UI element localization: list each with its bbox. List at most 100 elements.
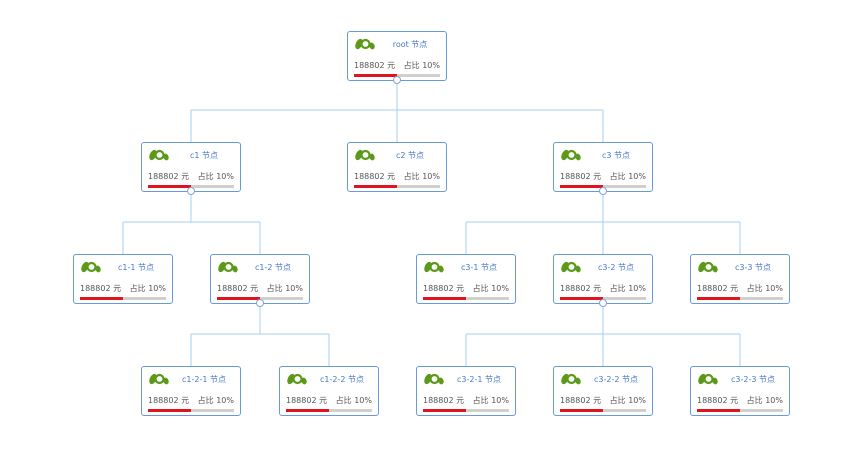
node-c1-1[interactable]: c1-1 节点 188802 元 占比 10% <box>73 254 173 304</box>
progress-fill <box>423 297 466 300</box>
node-title: root 节点 <box>392 40 428 49</box>
progress-fill <box>423 409 466 412</box>
node-title: c1-1 节点 <box>117 263 154 272</box>
node-c3-2-2[interactable]: c3-2-2 节点 188802 元 占比 10% <box>553 366 653 416</box>
edge-c3-children <box>465 193 741 254</box>
leaf-logo-icon <box>355 149 375 161</box>
leaf-logo-icon <box>561 261 581 273</box>
node-c3-2-1[interactable]: c3-2-1 节点 188802 元 占比 10% <box>416 366 516 416</box>
leaf-logo-icon <box>698 373 718 385</box>
node-c3-2-3[interactable]: c3-2-3 节点 188802 元 占比 10% <box>690 366 790 416</box>
leaf-logo-icon <box>698 261 718 273</box>
progress-bar <box>423 409 509 412</box>
progress-bar <box>354 74 440 77</box>
leaf-logo-icon <box>561 373 581 385</box>
collapse-handle[interactable] <box>187 187 195 195</box>
node-ratio: 占比 10% <box>746 284 783 293</box>
leaf-logo-icon <box>81 261 101 273</box>
node-ratio: 占比 10% <box>472 284 509 293</box>
node-title: c3-3 节点 <box>734 263 771 272</box>
progress-fill <box>560 185 603 188</box>
node-amount: 188802 元 <box>697 284 739 293</box>
node-c2[interactable]: c2 节点 188802 元 占比 10% <box>347 142 447 192</box>
node-ratio: 占比 10% <box>609 396 646 405</box>
node-title: c3-2-1 节点 <box>457 375 501 384</box>
progress-bar <box>423 297 509 300</box>
node-amount: 188802 元 <box>148 396 190 405</box>
node-ratio: 占比 10% <box>403 61 440 70</box>
edge-c1-children <box>122 193 261 254</box>
node-title: c1-2-2 节点 <box>320 375 364 384</box>
progress-bar <box>148 185 234 188</box>
leaf-logo-icon <box>149 149 169 161</box>
node-ratio: 占比 10% <box>197 172 234 181</box>
progress-bar <box>697 297 783 300</box>
node-c3-3[interactable]: c3-3 节点 188802 元 占比 10% <box>690 254 790 304</box>
node-title: c1-2 节点 <box>254 263 291 272</box>
progress-bar <box>560 185 646 188</box>
collapse-handle[interactable] <box>599 299 607 307</box>
node-c1[interactable]: c1 节点 188802 元 占比 10% <box>141 142 241 195</box>
collapse-handle[interactable] <box>599 187 607 195</box>
node-amount: 188802 元 <box>560 396 602 405</box>
node-amount: 188802 元 <box>286 396 328 405</box>
node-amount: 188802 元 <box>217 284 259 293</box>
leaf-logo-icon <box>424 261 444 273</box>
node-c3-2[interactable]: c3-2 节点 188802 元 占比 10% <box>553 254 653 307</box>
node-c3-1[interactable]: c3-1 节点 188802 元 占比 10% <box>416 254 516 304</box>
progress-bar <box>80 297 166 300</box>
progress-bar <box>354 185 440 188</box>
progress-fill <box>148 185 191 188</box>
progress-fill <box>217 297 260 300</box>
node-c1-2-1[interactable]: c1-2-1 节点 188802 元 占比 10% <box>141 366 241 416</box>
progress-fill <box>697 297 740 300</box>
node-title: c1-2-1 节点 <box>182 375 226 384</box>
node-c1-2-2[interactable]: c1-2-2 节点 188802 元 占比 10% <box>279 366 379 416</box>
progress-bar <box>560 297 646 300</box>
progress-bar <box>560 409 646 412</box>
node-ratio: 占比 10% <box>403 172 440 181</box>
progress-fill <box>148 409 191 412</box>
node-ratio: 占比 10% <box>335 396 372 405</box>
progress-bar <box>217 297 303 300</box>
node-ratio: 占比 10% <box>197 396 234 405</box>
collapse-handle[interactable] <box>393 76 401 84</box>
leaf-logo-icon <box>355 38 375 50</box>
node-c1-2[interactable]: c1-2 节点 188802 元 占比 10% <box>210 254 310 307</box>
node-title: c3-2-2 节点 <box>594 375 638 384</box>
node-ratio: 占比 10% <box>472 396 509 405</box>
leaf-logo-icon <box>149 373 169 385</box>
progress-fill <box>560 409 603 412</box>
edge-root-children <box>190 82 604 142</box>
edge-c1-2-children <box>190 305 330 366</box>
progress-fill <box>354 185 397 188</box>
progress-fill <box>80 297 123 300</box>
collapse-handle[interactable] <box>256 299 264 307</box>
progress-fill <box>560 297 603 300</box>
node-ratio: 占比 10% <box>266 284 303 293</box>
node-amount: 188802 元 <box>354 172 396 181</box>
progress-bar <box>286 409 372 412</box>
progress-fill <box>354 74 397 77</box>
node-amount: 188802 元 <box>697 396 739 405</box>
node-root[interactable]: root 节点 188802 元 占比 10% <box>347 31 447 84</box>
node-amount: 188802 元 <box>423 284 465 293</box>
progress-fill <box>697 409 740 412</box>
node-title: c3 节点 <box>601 151 631 160</box>
node-amount: 188802 元 <box>560 284 602 293</box>
leaf-logo-icon <box>287 373 307 385</box>
node-ratio: 占比 10% <box>746 396 783 405</box>
node-title: c3-2 节点 <box>597 263 634 272</box>
node-ratio: 占比 10% <box>609 284 646 293</box>
node-ratio: 占比 10% <box>609 172 646 181</box>
progress-bar <box>697 409 783 412</box>
node-amount: 188802 元 <box>80 284 122 293</box>
node-title: c2 节点 <box>395 151 425 160</box>
progress-bar <box>148 409 234 412</box>
node-c3[interactable]: c3 节点 188802 元 占比 10% <box>553 142 653 195</box>
node-title: c3-2-3 节点 <box>731 375 775 384</box>
node-title: c1 节点 <box>189 151 219 160</box>
node-amount: 188802 元 <box>423 396 465 405</box>
leaf-logo-icon <box>424 373 444 385</box>
node-amount: 188802 元 <box>148 172 190 181</box>
